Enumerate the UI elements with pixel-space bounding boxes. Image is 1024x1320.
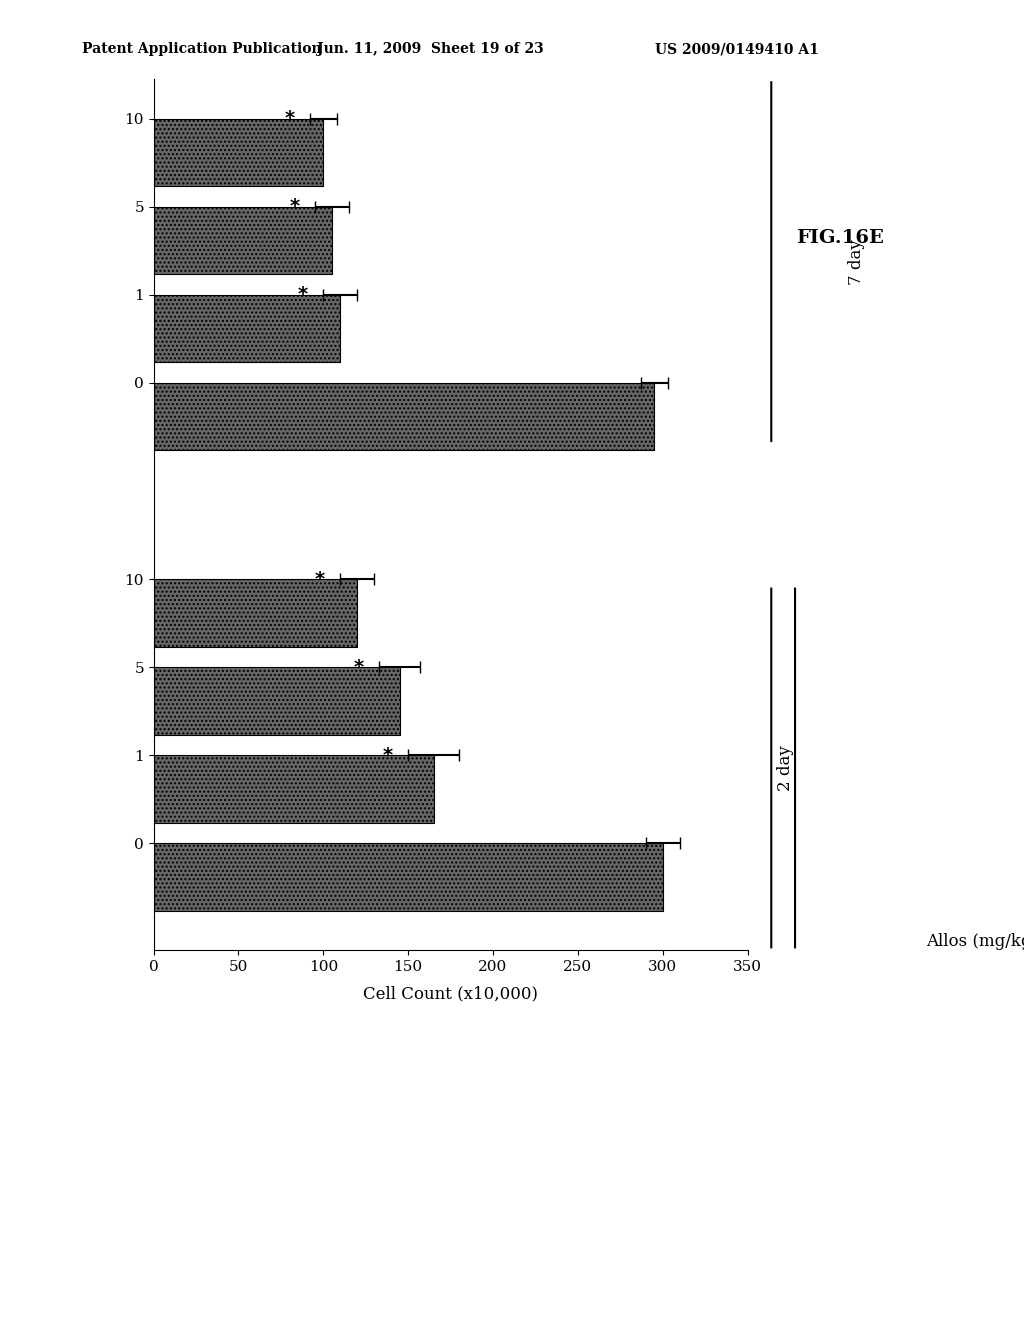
Text: Patent Application Publication: Patent Application Publication — [82, 42, 322, 57]
Bar — [154, 294, 340, 363]
Text: FIG.16E: FIG.16E — [796, 228, 884, 247]
X-axis label: Cell Count (x10,000): Cell Count (x10,000) — [364, 985, 538, 1002]
Text: 2 day: 2 day — [777, 744, 795, 791]
Text: *: * — [298, 285, 308, 305]
Text: *: * — [285, 110, 295, 128]
Text: *: * — [314, 570, 325, 589]
Text: US 2009/0149410 A1: US 2009/0149410 A1 — [655, 42, 819, 57]
Text: Allos (mg/kg):: Allos (mg/kg): — [926, 933, 1024, 950]
Bar — [154, 755, 433, 822]
Bar — [154, 667, 399, 735]
Bar — [154, 843, 663, 911]
Bar — [154, 119, 324, 186]
Text: *: * — [354, 657, 364, 677]
Text: *: * — [383, 746, 393, 764]
Bar — [154, 383, 654, 450]
Text: Jun. 11, 2009  Sheet 19 of 23: Jun. 11, 2009 Sheet 19 of 23 — [316, 42, 544, 57]
Text: 7 day: 7 day — [849, 239, 865, 285]
Text: *: * — [290, 197, 299, 216]
Bar — [154, 207, 332, 275]
Bar — [154, 579, 357, 647]
